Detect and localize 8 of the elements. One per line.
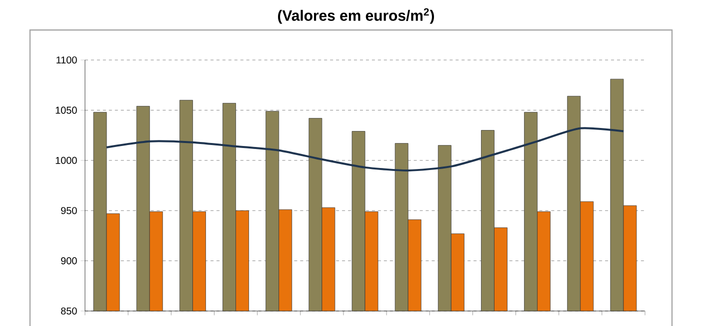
y-tick-label: 1000 xyxy=(56,156,77,164)
line-series xyxy=(106,127,624,172)
y-tick-label: 900 xyxy=(61,257,77,264)
y-tick-label: 950 xyxy=(61,207,77,214)
y-tick-label: 1100 xyxy=(56,56,77,64)
chart-title: (Valores em euros/m$^{2}$) xyxy=(278,8,434,24)
y-tick-label: 850 xyxy=(61,307,77,315)
y-tick-label: 1050 xyxy=(56,106,77,114)
